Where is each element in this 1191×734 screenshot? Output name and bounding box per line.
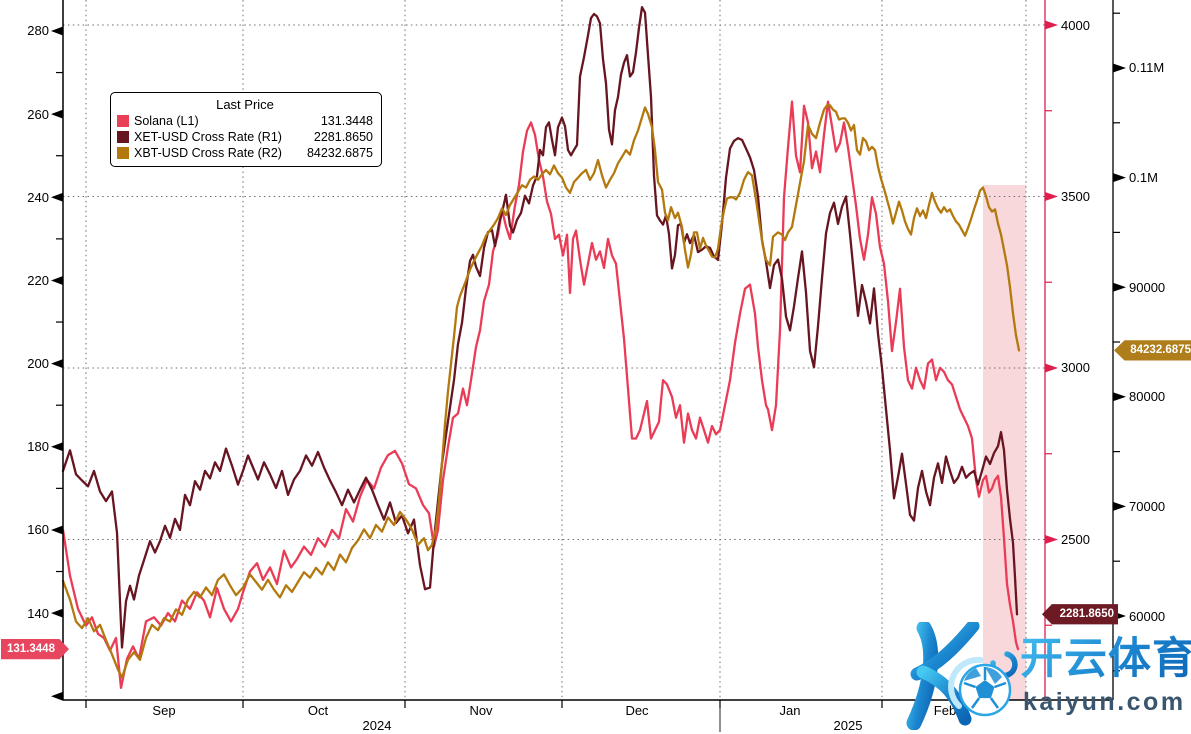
legend-item-value: 84232.6875 [306,146,373,160]
xet-usd-swatch-icon [117,131,129,143]
legend-item-xbt-usd: XBT-USD Cross Rate (R2) 84232.6875 [117,145,373,161]
series-line-xet-usd-cross-rate [61,6,1019,649]
legend-title: Last Price [216,97,274,112]
legend-item-value: 2281.8650 [313,130,373,144]
legend-item-label: Solana (L1) [134,114,199,128]
series-line-solana [61,100,1020,690]
legend-item-label: XET-USD Cross Rate (R1) [134,130,282,144]
legend: Last Price Solana (L1) 131.3448 XET-USD … [110,92,382,167]
legend-item-solana: Solana (L1) 131.3448 [117,113,373,129]
legend-item-xet-usd: XET-USD Cross Rate (R1) 2281.8650 [117,129,373,145]
solana-swatch-icon [117,115,129,127]
legend-item-label: XBT-USD Cross Rate (R2) [134,146,282,160]
series-line-xbt-usd-cross-rate [61,104,1021,679]
highlight-band [983,185,1026,700]
xbt-usd-swatch-icon [117,147,129,159]
legend-item-value: 131.3448 [320,114,373,128]
